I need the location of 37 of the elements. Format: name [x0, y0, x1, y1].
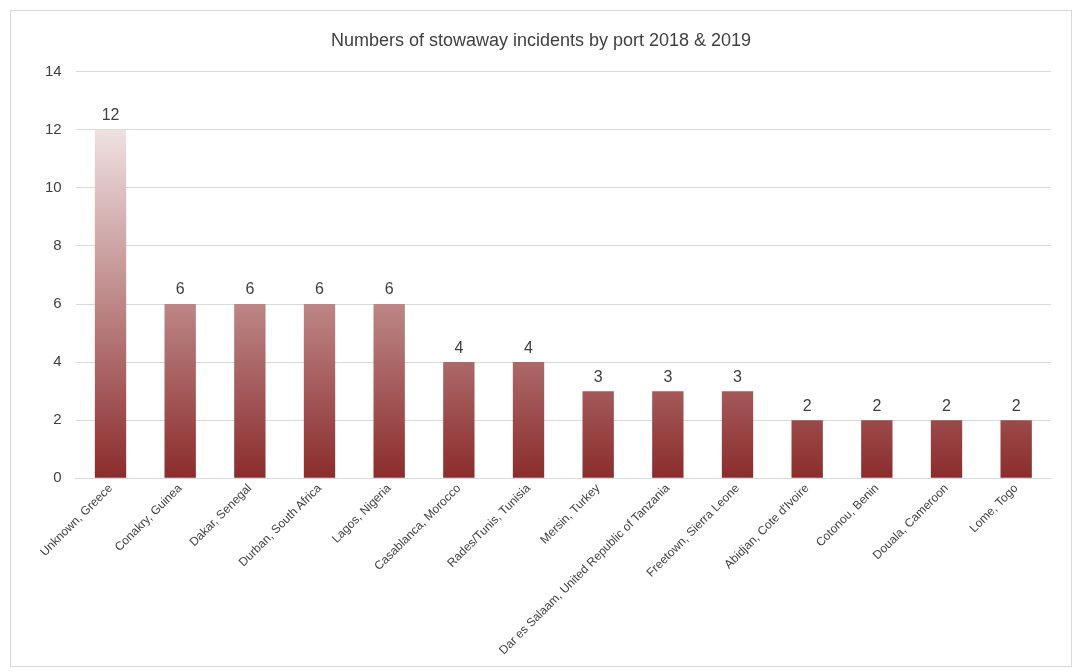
- data-label: 3: [593, 367, 603, 385]
- data-label: 4: [454, 338, 464, 356]
- bar: [861, 420, 893, 478]
- y-tick-label: 6: [53, 294, 62, 312]
- y-tick-label: 2: [53, 410, 62, 428]
- data-label: 2: [802, 396, 812, 414]
- data-label: 2: [872, 396, 882, 414]
- y-tick-label: 14: [45, 61, 62, 79]
- data-label: 12: [101, 106, 120, 124]
- data-label: 3: [733, 367, 743, 385]
- bar: [303, 304, 336, 478]
- bar: [721, 391, 754, 478]
- y-tick-label: 12: [45, 119, 62, 137]
- bar: [234, 304, 266, 478]
- bar: [512, 362, 545, 478]
- bar: [373, 304, 405, 478]
- data-label: 3: [663, 367, 673, 385]
- data-label: 6: [175, 280, 185, 298]
- y-tick-label: 4: [53, 352, 62, 370]
- data-label: 4: [524, 338, 534, 356]
- bar: [1000, 420, 1032, 478]
- bar: [652, 391, 684, 478]
- data-label: 2: [1011, 396, 1021, 414]
- bar: [443, 362, 475, 478]
- y-tick-label: 8: [53, 236, 62, 254]
- bar: [791, 420, 823, 478]
- data-label: 6: [315, 280, 325, 298]
- data-label: 6: [384, 280, 394, 298]
- y-tick-label: 10: [45, 177, 62, 195]
- data-label: 2: [942, 396, 952, 414]
- bar: [930, 420, 963, 478]
- y-tick-label: 0: [53, 468, 62, 486]
- chart-title: Numbers of stowaway incidents by port 2018 & 2019: [330, 29, 752, 50]
- bar: [94, 129, 127, 478]
- data-label: 6: [245, 280, 255, 298]
- bar: [582, 391, 614, 478]
- bar: [164, 304, 196, 478]
